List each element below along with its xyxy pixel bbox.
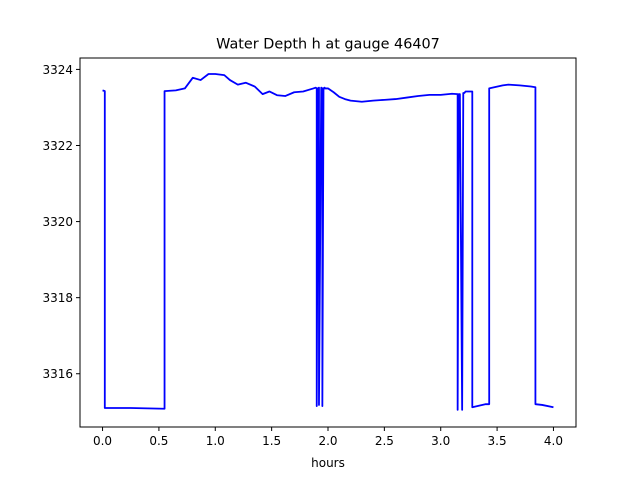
y-tick-label: 3318 <box>42 291 73 305</box>
x-axis-label: hours <box>311 456 345 470</box>
x-tick-label: 2.0 <box>318 434 337 448</box>
x-axis-ticks: 0.0 0.5 1.0 1.5 2.0 2.5 3.0 3.5 4.0 <box>93 427 563 448</box>
plot-area <box>102 73 554 411</box>
x-tick-label: 4.0 <box>544 434 563 448</box>
y-axis-ticks: 3316 3318 3320 3322 3324 <box>42 63 80 381</box>
series-line-0 <box>102 73 554 411</box>
x-tick-label: 2.5 <box>375 434 394 448</box>
x-tick-label: 3.0 <box>431 434 450 448</box>
y-tick-label: 3316 <box>42 367 73 381</box>
chart-title: Water Depth h at gauge 46407 <box>216 37 440 53</box>
y-tick-label: 3324 <box>42 63 73 77</box>
y-tick-label: 3320 <box>42 215 73 229</box>
x-tick-label: 0.0 <box>93 434 112 448</box>
x-tick-label: 1.0 <box>206 434 225 448</box>
x-tick-label: 3.5 <box>488 434 507 448</box>
x-tick-label: 0.5 <box>149 434 168 448</box>
y-tick-label: 3322 <box>42 139 73 153</box>
axes-frame <box>79 57 577 428</box>
x-tick-label: 1.5 <box>262 434 281 448</box>
